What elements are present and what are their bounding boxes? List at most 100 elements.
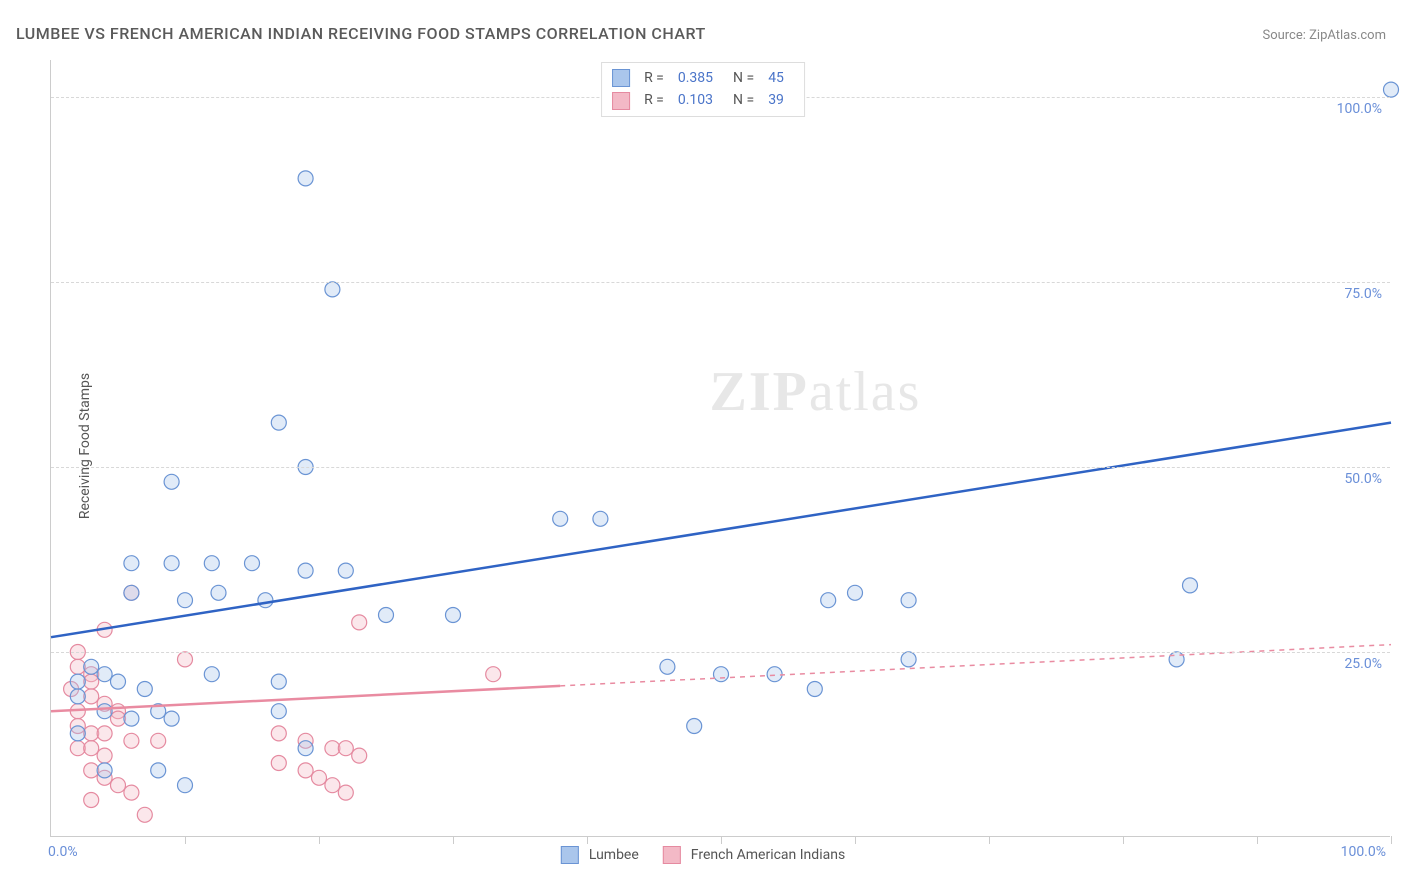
point-french — [151, 733, 166, 748]
legend-r-label: R = — [644, 89, 664, 111]
point-lumbee — [298, 563, 313, 578]
point-french — [70, 741, 85, 756]
point-lumbee — [97, 667, 112, 682]
point-lumbee — [164, 556, 179, 571]
legend-r-value: 0.103 — [678, 89, 713, 111]
point-lumbee — [593, 511, 608, 526]
point-lumbee — [178, 778, 193, 793]
point-lumbee — [164, 711, 179, 726]
x-tick — [319, 836, 320, 844]
point-french — [338, 741, 353, 756]
x-axis-max-label: 100.0% — [1341, 844, 1386, 860]
legend-stat-row: R =0.385N =45 — [612, 67, 794, 89]
x-tick — [855, 836, 856, 844]
point-french — [70, 659, 85, 674]
legend-series-name: French American Indians — [691, 847, 845, 863]
point-french — [312, 770, 327, 785]
point-french — [84, 726, 99, 741]
legend-n-label: N = — [733, 67, 754, 89]
point-lumbee — [901, 593, 916, 608]
point-lumbee — [901, 652, 916, 667]
x-tick — [587, 836, 588, 844]
trendline-lumbee — [51, 423, 1391, 638]
x-tick — [1391, 836, 1392, 844]
point-french — [137, 807, 152, 822]
point-lumbee — [245, 556, 260, 571]
point-french — [298, 763, 313, 778]
chart-container: LUMBEE VS FRENCH AMERICAN INDIAN RECEIVI… — [0, 0, 1406, 892]
point-lumbee — [204, 667, 219, 682]
point-french — [84, 763, 99, 778]
point-french — [325, 741, 340, 756]
point-french — [84, 793, 99, 808]
point-lumbee — [271, 704, 286, 719]
point-french — [338, 785, 353, 800]
point-lumbee — [807, 682, 822, 697]
x-tick — [1123, 836, 1124, 844]
point-lumbee — [848, 585, 863, 600]
source-label: Source: ZipAtlas.com — [1262, 28, 1386, 43]
point-french — [84, 741, 99, 756]
y-tick-label: 25.0% — [1344, 656, 1382, 672]
point-lumbee — [124, 711, 139, 726]
gridline — [51, 282, 1390, 283]
point-lumbee — [271, 415, 286, 430]
point-lumbee — [271, 674, 286, 689]
point-lumbee — [1183, 578, 1198, 593]
legend-swatch — [663, 846, 681, 864]
point-lumbee — [446, 608, 461, 623]
point-lumbee — [211, 585, 226, 600]
point-lumbee — [164, 474, 179, 489]
point-lumbee — [111, 674, 126, 689]
point-lumbee — [821, 593, 836, 608]
point-lumbee — [660, 659, 675, 674]
point-lumbee — [124, 556, 139, 571]
point-french — [97, 748, 112, 763]
point-french — [271, 756, 286, 771]
x-tick — [453, 836, 454, 844]
y-tick-label: 75.0% — [1344, 286, 1382, 302]
point-lumbee — [1384, 82, 1399, 97]
x-tick — [989, 836, 990, 844]
point-lumbee — [379, 608, 394, 623]
point-french — [84, 674, 99, 689]
point-french — [124, 785, 139, 800]
x-tick — [185, 836, 186, 844]
legend-stat-row: R = 0.103 N = 39 — [612, 89, 794, 111]
point-lumbee — [97, 704, 112, 719]
legend-swatch — [612, 92, 630, 110]
chart-title: LUMBEE VS FRENCH AMERICAN INDIAN RECEIVI… — [16, 24, 706, 43]
point-french — [84, 689, 99, 704]
trendline-french-dashed — [560, 645, 1391, 686]
point-french — [271, 726, 286, 741]
point-lumbee — [325, 282, 340, 297]
x-tick — [1257, 836, 1258, 844]
legend-n-label: N = — [733, 89, 754, 111]
point-french — [111, 778, 126, 793]
point-lumbee — [137, 682, 152, 697]
point-lumbee — [151, 763, 166, 778]
point-french — [124, 733, 139, 748]
legend-swatch — [561, 846, 579, 864]
gridline — [51, 652, 1390, 653]
point-lumbee — [124, 585, 139, 600]
point-lumbee — [338, 563, 353, 578]
point-french — [111, 711, 126, 726]
legend-series-name: Lumbee — [589, 847, 639, 863]
point-lumbee — [97, 763, 112, 778]
legend-swatch — [612, 69, 630, 87]
legend-r-label: R = — [644, 67, 664, 89]
x-axis-min-label: 0.0% — [48, 844, 78, 860]
point-lumbee — [70, 689, 85, 704]
gridline — [51, 467, 1390, 468]
point-lumbee — [84, 659, 99, 674]
point-french — [352, 615, 367, 630]
legend-n-value: 39 — [768, 89, 784, 111]
y-tick-label: 100.0% — [1337, 101, 1382, 117]
plot-svg — [51, 60, 1390, 836]
point-lumbee — [204, 556, 219, 571]
legend-item: Lumbee — [561, 846, 639, 864]
legend-item: French American Indians — [663, 846, 845, 864]
point-french — [178, 652, 193, 667]
point-lumbee — [298, 171, 313, 186]
